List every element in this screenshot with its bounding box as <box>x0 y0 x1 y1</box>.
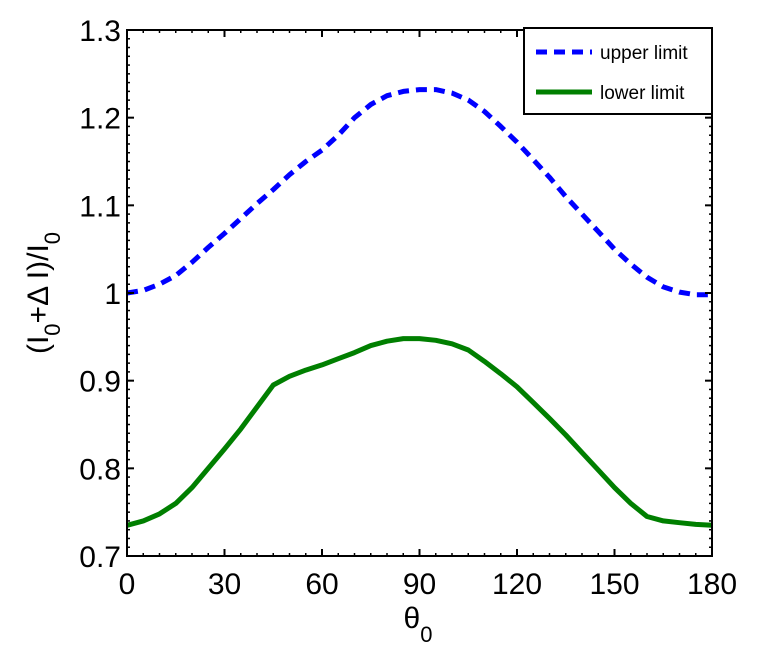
x-tick-label: 150 <box>589 568 639 601</box>
plot-area <box>127 30 712 556</box>
y-axis-label-sub: 0 <box>40 323 65 335</box>
y-tick-label: 1 <box>104 278 121 311</box>
y-axis-label-part: (I <box>22 336 55 354</box>
series-line-lower-limit <box>126 336 713 528</box>
x-axis-label-sub: 0 <box>420 622 432 647</box>
legend-entry: lower limit <box>600 83 685 104</box>
legend-box <box>523 27 713 115</box>
y-tick-label: 0.8 <box>79 453 121 486</box>
y-tick-label: 1.2 <box>79 103 121 136</box>
legend-entry: upper limit <box>600 43 688 64</box>
y-axis-label: (I0+Δ I)/I0 <box>22 232 65 354</box>
x-tick-label: 180 <box>687 568 737 601</box>
x-tick-label: 90 <box>403 568 436 601</box>
x-tick-label: 60 <box>305 568 338 601</box>
y-tick-label: 0.7 <box>79 541 121 574</box>
y-tick-label: 1.1 <box>79 190 121 223</box>
x-tick-label: 120 <box>492 568 542 601</box>
y-tick-label: 0.9 <box>79 366 121 399</box>
x-axis-label: θ0 <box>404 602 433 647</box>
x-tick-label: 0 <box>119 568 136 601</box>
y-axis-label-sub: 0 <box>40 232 65 244</box>
y-axis-label-part: +Δ I)/I <box>22 244 55 323</box>
series-line-upper-limit <box>126 87 712 298</box>
x-tick-label: 30 <box>208 568 241 601</box>
y-tick-label: 1.3 <box>79 15 121 48</box>
